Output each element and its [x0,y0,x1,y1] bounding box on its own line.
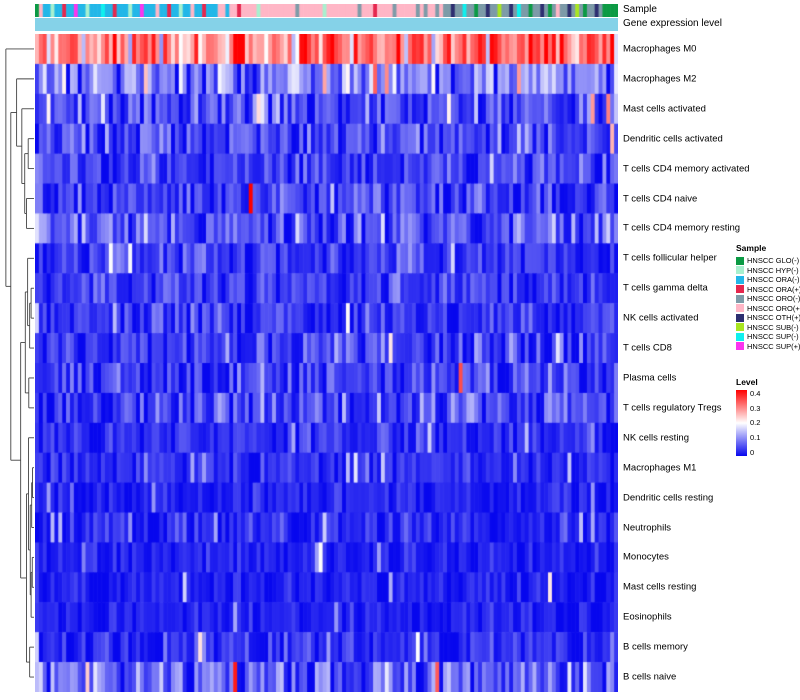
row-label: Eosinophils [623,611,672,623]
sample-legend-label: HNSCC SUB(-) [747,322,799,332]
sample-legend-swatch [736,332,744,341]
sample-annotation-bar [35,4,618,17]
sample-legend-item: HNSCC ORO(+) [736,304,800,314]
row-label: Plasma cells [623,372,677,384]
sample-legend-item: HNSCC GLO(-) [736,256,800,266]
row-label: T cells CD4 memory resting [623,222,741,234]
sample-legend-swatch [736,323,744,332]
sample-legend-item: HNSCC ORA(-) [736,275,800,285]
sample-legend-swatch [736,266,744,275]
row-label: T cells CD4 memory activated [623,162,750,174]
sample-legend-item: HNSCC OTH(+) [736,313,800,323]
row-label: Mast cells activated [623,103,706,115]
sample-legend-item: HNSCC ORO(-) [736,294,800,304]
sample-legend-items: HNSCC GLO(-) HNSCC HYP(-) HNSCC ORA(-) HNSC… [736,256,800,351]
sample-legend-swatch [736,342,744,351]
sample-legend-label: HNSCC SUP(-) [747,332,799,342]
row-label: Macrophages M1 [623,461,697,473]
row-label: T cells follicular helper [623,252,717,264]
row-label: Monocytes [623,551,669,563]
level-tick-label: 0.2 [750,418,761,428]
row-label: Mast cells resting [623,581,697,593]
row-label: Neutrophils [623,521,672,533]
sample-legend-label: HNSCC GLO(-) [747,256,800,266]
sample-legend-item: HNSCC HYP(-) [736,266,800,276]
sample-annotation-label: Sample [623,4,657,15]
row-label: B cells memory [623,641,688,653]
level-tick-label: 0.3 [750,403,761,413]
row-label: T cells gamma delta [623,282,708,294]
sample-legend-item: HNSCC ORA(+) [736,285,800,295]
level-gradient-bar [736,390,747,456]
level-legend: Level 0.4 0.3 0.2 0.1 0 [736,377,800,456]
row-label: T cells regulatory Tregs [623,402,722,414]
level-legend-title: Level [736,377,758,387]
expression-annotation-bar [35,18,618,31]
row-label: NK cells activated [623,312,699,324]
sample-legend-label: HNSCC OTH(+) [747,313,800,323]
row-label: Dendritic cells activated [623,132,723,144]
sample-legend-swatch [736,285,744,294]
sample-legend-item: HNSCC SUB(-) [736,323,800,333]
row-label: Dendritic cells resting [623,491,714,503]
level-tick-label: 0 [750,447,755,457]
level-ticks: 0.4 0.3 0.2 0.1 0 [750,390,760,456]
sample-legend-label: HNSCC ORO(+) [747,303,800,313]
sample-legend-item: HNSCC SUP(+) [736,342,800,352]
sample-legend-label: HNSCC HYP(-) [747,265,799,275]
sample-legend-swatch [736,304,744,313]
level-tick-label: 0.1 [750,432,761,442]
sample-legend-item: HNSCC SUP(-) [736,332,800,342]
sample-legend-swatch [736,256,744,265]
sample-legend-title: Sample [736,243,767,253]
legend-panel: Sample HNSCC GLO(-) HNSCC HYP(-) HNSCC ORA… [736,243,800,456]
sample-legend-label: HNSCC SUP(+) [747,341,800,351]
row-label: T cells CD8 [623,342,672,354]
sample-legend-swatch [736,294,744,303]
expression-annotation-label: Gene expression level [623,18,722,29]
row-label: NK cells resting [623,432,689,444]
sample-legend-label: HNSCC ORA(-) [747,275,800,285]
heatmap-canvas [35,34,618,692]
row-label: Macrophages M2 [623,73,697,85]
row-label: B cells naive [623,671,677,683]
sample-legend-label: HNSCC ORO(-) [747,294,800,304]
row-label: T cells CD4 naive [623,192,698,204]
sample-legend-swatch [736,275,744,284]
sample-legend-swatch [736,313,744,322]
sample-legend-label: HNSCC ORA(+) [747,284,800,294]
row-dendrogram [5,48,34,678]
level-tick-label: 0.4 [750,389,761,398]
row-label: Macrophages M0 [623,43,697,55]
level-legend-scale: 0.4 0.3 0.2 0.1 0 [736,390,800,456]
